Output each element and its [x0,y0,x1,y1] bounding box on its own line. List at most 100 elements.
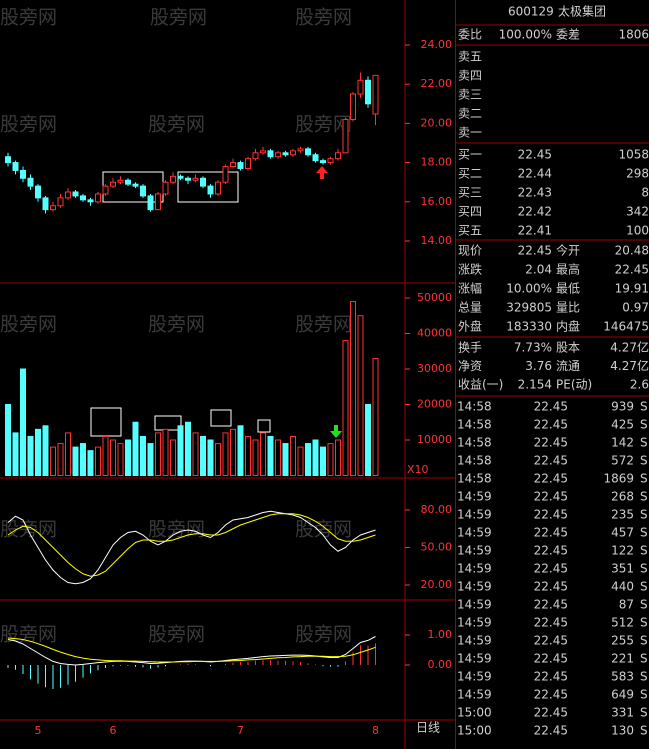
stat-value: 2.04 [525,263,552,277]
trade-volume: 649 [611,688,634,702]
trade-time: 14:59 [457,652,492,666]
volume-bar [260,432,266,476]
buy-price: 22.45 [518,148,552,162]
y-tick-label: 20000 [417,398,452,411]
watermark: 股旁网 [148,624,205,646]
y-tick-label: 50000 [417,291,452,304]
volume-bar [20,368,26,476]
candle-body [50,205,56,211]
candle-body [305,148,311,156]
candle-body [80,195,86,201]
candle-body [110,181,116,187]
candle-body [260,150,266,154]
trade-flag: S [640,598,648,612]
candle-body [35,185,41,199]
volume-bar [147,443,154,476]
volume-bar [320,446,326,477]
candle-body [222,166,229,183]
indicator-line [7,510,376,585]
candle-body [140,185,146,197]
candle-body [102,185,109,195]
stat-label: 换手 [458,341,482,355]
stat-label: 内盘 [556,319,580,334]
trade-volume: 572 [611,454,634,468]
candle-body [342,118,349,154]
candle-body [12,162,19,171]
candle-body [267,150,274,158]
buy-price: 22.43 [518,186,552,200]
stat-value: 183330 [506,320,552,334]
trade-flag: S [640,508,648,522]
trade-flag: S [640,652,648,666]
volume-bar [110,439,116,476]
trade-time: 14:59 [457,526,492,540]
stock-name: 太极集团 [558,4,606,19]
y-tick-label: 50.00 [421,541,453,554]
stat-value: 0.97 [622,301,649,315]
stat-value: 2.6 [630,378,649,392]
stat-value: 329805 [506,301,552,315]
candle-body [350,93,356,120]
volume-bar [245,435,251,477]
buy-volume: 1058 [618,148,649,162]
candle-body [147,195,154,211]
stat-value: 4.27亿 [610,340,649,355]
candle-body [170,175,176,183]
trade-volume: 457 [611,526,634,540]
volume-bar [282,443,289,476]
trade-flag: S [640,400,648,414]
trade-price: 22.45 [534,598,568,612]
stat-label: 今开 [556,243,580,258]
volume-bar [117,443,124,476]
trade-time: 14:59 [457,670,492,684]
stat-label: 流通 [556,359,580,373]
sell-label: 卖三 [458,88,482,102]
volume-bar [5,404,11,476]
candle-body [57,197,64,207]
trade-time: 14:59 [457,580,492,594]
volume-bar [200,435,206,477]
trade-volume: 142 [611,436,634,450]
trade-time: 14:59 [457,634,492,648]
candle-body [117,179,124,183]
y-tick-label: 30000 [417,362,452,375]
trade-time: 14:58 [457,418,492,432]
volume-bar [305,443,311,476]
trade-flag: S [640,616,648,630]
buy-label: 买二 [458,167,482,181]
trade-time: 14:59 [457,688,492,702]
trade-price: 22.45 [534,400,568,414]
trade-price: 22.45 [534,508,568,522]
candle-body [177,175,184,179]
stat-label: 净资 [458,359,482,373]
trade-volume: 1869 [603,472,634,486]
volume-bar [252,439,259,476]
watermark: 股旁网 [295,624,352,646]
stat-label: 最低 [556,282,580,296]
trade-price: 22.45 [534,472,568,486]
volume-bar [102,435,109,477]
volume-bar [335,439,341,476]
trade-volume: 87 [619,598,634,612]
volume-bar [132,421,139,476]
candle-body [252,152,259,160]
candle-body [320,160,326,164]
volume-bar [155,432,161,476]
volume-box [210,409,232,427]
trade-time: 14:58 [457,454,492,468]
trade-flag: S [640,706,648,720]
trade-price: 22.45 [534,580,568,594]
trade-time: 15:00 [457,724,492,738]
trade-flag: S [640,562,648,576]
trade-time: 14:59 [457,598,492,612]
stat-label: 涨幅 [458,281,482,296]
candle-body [5,156,11,164]
volume-bar [140,435,146,477]
ratio-label: 委比 [458,28,482,42]
trade-volume: 939 [611,400,634,414]
volume-bar [80,443,86,476]
sell-label: 卖四 [458,69,482,83]
trade-flag: S [640,580,648,594]
